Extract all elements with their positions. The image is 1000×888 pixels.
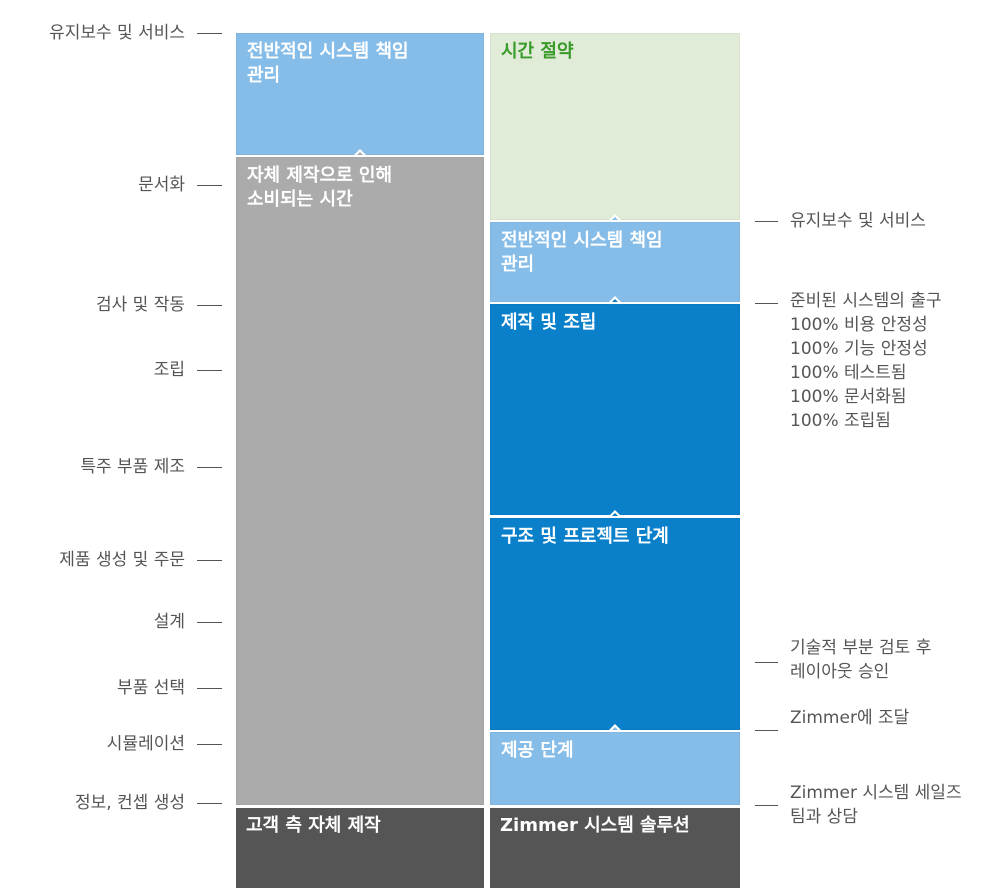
block: 제작 및 조립 <box>490 304 740 515</box>
label-line: 레이아웃 승인 <box>790 662 890 682</box>
right-label: Zimmer에 조달 <box>790 706 909 730</box>
left-label: 정보, 컨셉 생성 <box>74 793 185 813</box>
label-line: Zimmer 시스템 세일즈 <box>790 783 962 803</box>
block-title: 전반적인 시스템 책임 <box>501 230 663 251</box>
label-line: 100% 조립됨 <box>790 411 891 431</box>
connector <box>197 305 222 306</box>
left-label: 시뮬레이션 <box>106 734 185 754</box>
connector <box>197 622 222 623</box>
connector <box>197 185 222 186</box>
left-label: 부품 선택 <box>117 678 185 698</box>
left-label: 유지보수 및 서비스 <box>49 23 185 43</box>
connector <box>197 33 222 34</box>
connector <box>755 221 778 222</box>
footer-block: 고객 측 자체 제작 <box>236 808 484 888</box>
block-title: 시간 절약 <box>501 41 574 62</box>
block-title: 제작 및 조립 <box>501 312 597 333</box>
block: 제공 단계 <box>490 732 740 805</box>
separator <box>490 302 740 304</box>
connector <box>755 303 778 304</box>
left-label: 문서화 <box>138 175 185 195</box>
block: 구조 및 프로젝트 단계 <box>490 518 740 730</box>
connector <box>755 730 778 731</box>
left-label: 특주 부품 제조 <box>80 457 185 477</box>
connector <box>197 370 222 371</box>
block-title: 제공 단계 <box>501 740 574 761</box>
block-title: 자체 제작으로 인해 <box>247 165 393 186</box>
label-line: 팀과 상담 <box>790 807 858 827</box>
label-line: 100% 문서화됨 <box>790 387 907 407</box>
separator <box>490 730 740 732</box>
connector <box>197 688 222 689</box>
connector <box>197 744 222 745</box>
label-line: 100% 기능 안정성 <box>790 339 928 359</box>
label-line: 100% 비용 안정성 <box>790 315 928 335</box>
separator <box>236 155 484 157</box>
footer-title: Zimmer 시스템 솔루션 <box>500 815 690 836</box>
label-line: 준비된 시스템의 출구 <box>790 291 942 311</box>
block-title: 관리 <box>247 65 281 86</box>
separator <box>490 516 740 518</box>
block-title: 관리 <box>501 254 535 275</box>
block: 시간 절약 <box>490 33 740 220</box>
connector <box>755 805 778 806</box>
label-line: 100% 테스트됨 <box>790 363 907 383</box>
label-line: Zimmer에 조달 <box>790 708 910 728</box>
footer-title: 고객 측 자체 제작 <box>246 815 381 836</box>
left-label: 설계 <box>153 612 185 632</box>
separator <box>490 220 740 222</box>
label-line: 유지보수 및 서비스 <box>790 211 926 231</box>
left-label: 검사 및 작동 <box>95 295 185 315</box>
right-label: 유지보수 및 서비스 <box>790 209 926 233</box>
footer-block: Zimmer 시스템 솔루션 <box>490 808 740 888</box>
block-title: 소비되는 시간 <box>247 189 353 210</box>
right-label: 준비된 시스템의 출구 100% 비용 안정성 100% 기능 안정성 100% 테스… <box>790 289 942 433</box>
label-line: 기술적 부분 검토 후 <box>790 638 932 658</box>
connector <box>197 560 222 561</box>
connector <box>197 467 222 468</box>
connector <box>755 662 778 663</box>
block-title: 전반적인 시스템 책임 <box>247 41 409 62</box>
left-label: 조립 <box>153 360 185 380</box>
connector <box>197 803 222 804</box>
left-label: 제품 생성 및 주문 <box>59 550 185 570</box>
block-title: 구조 및 프로젝트 단계 <box>501 526 669 547</box>
